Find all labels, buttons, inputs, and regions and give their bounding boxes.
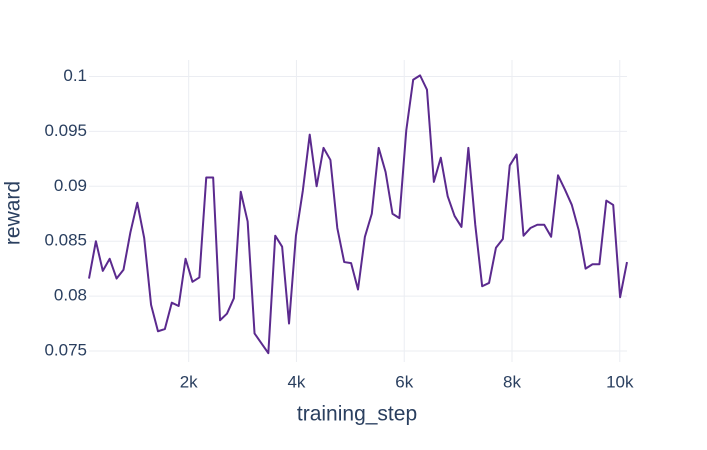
line-series <box>88 74 628 355</box>
x-tick-label: 6k <box>395 372 413 391</box>
y-axis-title: reward <box>2 181 25 245</box>
x-axis-title: training_step <box>297 403 417 426</box>
x-tick-label: 10k <box>606 372 634 391</box>
x-tick-label: 4k <box>287 372 305 391</box>
y-tick-label: 0.095 <box>44 121 87 140</box>
grid <box>89 60 627 362</box>
y-tick-label: 0.085 <box>44 231 87 250</box>
x-tick-label: 8k <box>503 372 521 391</box>
y-tick-label: 0.08 <box>54 286 87 305</box>
y-tick-label: 0.09 <box>54 176 87 195</box>
x-tick-label: 2k <box>180 372 198 391</box>
y-tick-label: 0.1 <box>63 66 87 85</box>
y-tick-label: 0.075 <box>44 341 87 360</box>
